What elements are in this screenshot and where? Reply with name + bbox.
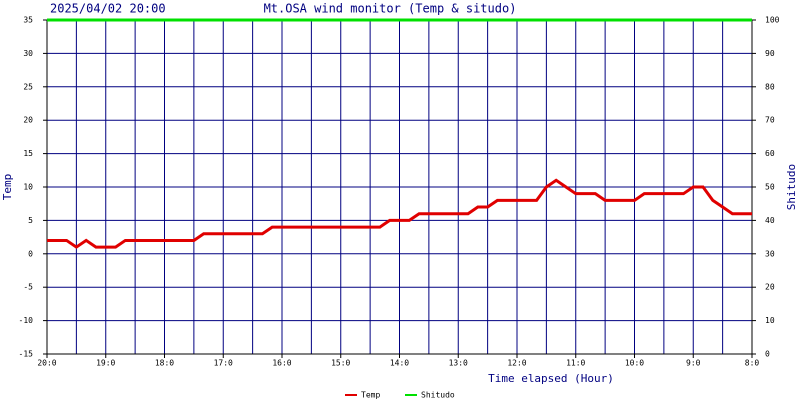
y2-tick-label: 0 — [765, 350, 770, 359]
chart-title: Mt.OSA wind monitor (Temp & situdo) — [264, 2, 517, 16]
x-tick-label: 10:0 — [625, 359, 644, 368]
y-tick-label: 35 — [23, 16, 33, 25]
y-tick-label: 20 — [23, 116, 33, 125]
y-tick-label: -5 — [23, 283, 33, 292]
legend-label: Shitudo — [421, 391, 455, 400]
x-tick-label: 8:0 — [745, 359, 760, 368]
y2-tick-label: 50 — [765, 183, 775, 192]
x-tick-label: 18:0 — [155, 359, 174, 368]
y2-tick-label: 70 — [765, 116, 775, 125]
y-axis-label: Temp — [1, 174, 14, 201]
y2-tick-label: 10 — [765, 316, 775, 325]
x-tick-label: 14:0 — [390, 359, 409, 368]
x-tick-label: 9:0 — [686, 359, 701, 368]
legend-label: Temp — [361, 391, 380, 400]
y2-tick-label: 60 — [765, 149, 775, 158]
x-tick-label: 19:0 — [96, 359, 115, 368]
y2-tick-label: 20 — [765, 283, 775, 292]
y-tick-label: -10 — [19, 316, 34, 325]
x-tick-label: 13:0 — [449, 359, 468, 368]
y-tick-label: 15 — [23, 149, 33, 158]
x-tick-label: 12:0 — [507, 359, 526, 368]
x-tick-label: 17:0 — [214, 359, 233, 368]
y2-tick-label: 100 — [765, 16, 780, 25]
y2-tick-label: 30 — [765, 249, 775, 258]
y2-tick-label: 90 — [765, 49, 775, 58]
y-tick-label: 5 — [28, 216, 33, 225]
y-tick-label: 30 — [23, 49, 33, 58]
x-axis-label: Time elapsed (Hour) — [488, 372, 614, 385]
y2-axis-label: Shitudo — [785, 164, 798, 210]
y2-tick-label: 80 — [765, 82, 775, 91]
x-tick-label: 15:0 — [331, 359, 350, 368]
y-tick-label: -15 — [19, 350, 34, 359]
x-tick-label: 20:0 — [37, 359, 56, 368]
y-tick-label: 0 — [28, 249, 33, 258]
x-tick-label: 16:0 — [272, 359, 291, 368]
y2-tick-label: 40 — [765, 216, 775, 225]
x-tick-label: 11:0 — [566, 359, 585, 368]
y-tick-label: 25 — [23, 82, 33, 91]
y-tick-label: 10 — [23, 183, 33, 192]
series-line — [47, 178, 752, 249]
chart-subtitle: 2025/04/02 20:00 — [50, 2, 166, 16]
